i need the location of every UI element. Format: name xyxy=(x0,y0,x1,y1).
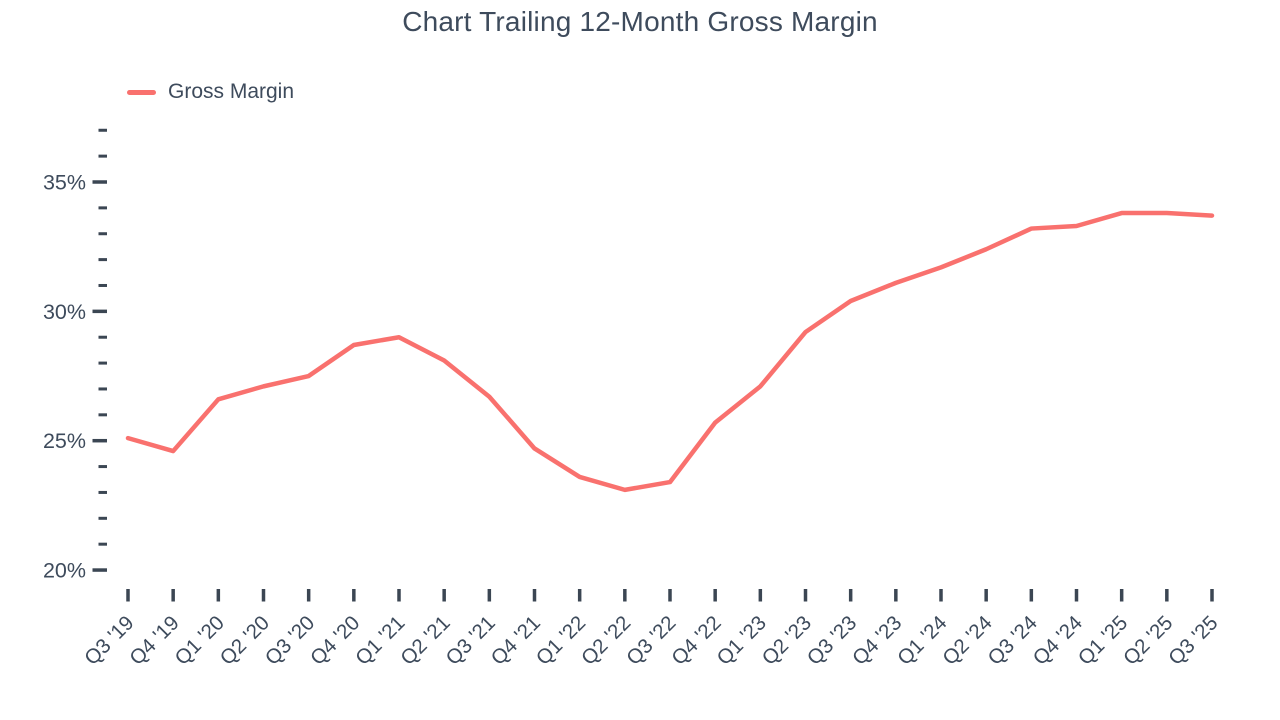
x-tick-label: Q4 '20 xyxy=(306,611,365,670)
x-tick-label: Q2 '23 xyxy=(758,611,817,670)
y-tick-label: 35% xyxy=(43,171,86,195)
x-tick-label: Q1 '25 xyxy=(1074,611,1133,670)
x-tick-label: Q1 '24 xyxy=(893,611,952,670)
x-tick-label: Q3 '22 xyxy=(622,611,681,670)
x-tick-label: Q3 '21 xyxy=(441,611,500,670)
x-tick-label: Q4 '22 xyxy=(667,611,726,670)
x-tick-label: Q3 '19 xyxy=(80,611,139,670)
x-tick-label: Q1 '22 xyxy=(532,611,591,670)
legend-item-gross-margin[interactable]: Gross Margin xyxy=(127,80,294,104)
x-tick-label: Q4 '24 xyxy=(1029,611,1088,670)
x-tick-label: Q2 '21 xyxy=(396,611,455,670)
x-tick-label: Q2 '24 xyxy=(938,611,997,670)
x-tick-label: Q1 '20 xyxy=(170,611,229,670)
x-tick-label: Q3 '23 xyxy=(803,611,862,670)
x-tick-label: Q4 '23 xyxy=(848,611,907,670)
y-tick-label: 25% xyxy=(43,429,86,453)
x-tick-label: Q4 '21 xyxy=(487,611,546,670)
x-tick-label: Q3 '20 xyxy=(261,611,320,670)
x-tick-label: Q2 '25 xyxy=(1119,611,1178,670)
y-tick-label: 20% xyxy=(43,559,86,583)
x-tick-label: Q2 '20 xyxy=(216,611,275,670)
x-tick-label: Q4 '19 xyxy=(125,611,184,670)
x-tick-label: Q1 '23 xyxy=(712,611,771,670)
y-tick-label: 30% xyxy=(43,300,86,324)
legend-label: Gross Margin xyxy=(168,80,295,103)
x-tick-label: Q1 '21 xyxy=(351,611,410,670)
x-tick-label: Q3 '25 xyxy=(1164,611,1223,670)
legend-swatch-icon xyxy=(127,89,156,95)
x-tick-label: Q3 '24 xyxy=(983,611,1042,670)
chart-title: Chart Trailing 12-Month Gross Margin xyxy=(402,6,878,37)
x-tick-label: Q2 '22 xyxy=(577,611,636,670)
gross-margin-line xyxy=(125,210,1215,493)
